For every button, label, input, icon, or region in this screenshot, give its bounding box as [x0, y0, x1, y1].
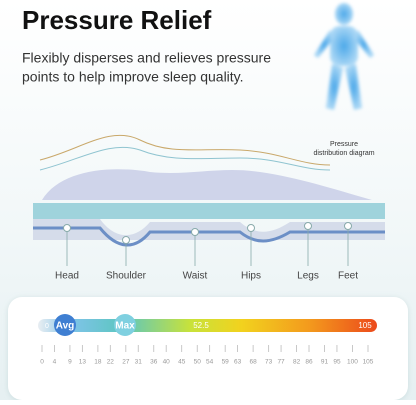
pressure-curve	[39, 146, 331, 171]
tick-label: 63	[234, 359, 242, 366]
tick-label: 4	[53, 359, 57, 366]
scale-panel	[8, 297, 408, 400]
body-part-label: Hips	[241, 271, 261, 282]
tick-label: 82	[293, 359, 301, 366]
tick-label: 68	[250, 359, 258, 366]
tick-label: 22	[107, 359, 115, 366]
tick-label: 91	[321, 359, 329, 366]
body-part-label: Head	[55, 271, 79, 282]
body-part-label: Waist	[183, 271, 208, 282]
point	[344, 222, 352, 230]
tick-label: 36	[150, 359, 158, 366]
tick-label: 18	[94, 359, 102, 366]
tick-label: 95	[333, 359, 341, 366]
caption: Pressure	[330, 141, 358, 148]
point	[247, 224, 255, 232]
tick-label: 105	[363, 359, 374, 366]
tick-label: 27	[122, 359, 130, 366]
max-label: Max	[115, 321, 135, 332]
tick-label: 100	[347, 359, 358, 366]
tick-label: 86	[305, 359, 313, 366]
tick-label: 40	[163, 359, 171, 366]
subtitle: points to help improve sleep quality.	[22, 69, 244, 85]
tick-label: 31	[135, 359, 143, 366]
avg-label: Avg	[56, 321, 75, 332]
tick-label: 73	[265, 359, 273, 366]
tick-label: 77	[277, 359, 285, 366]
point	[63, 224, 71, 232]
sleeper	[42, 169, 372, 200]
subtitle: Flexibly disperses and relieves pressure	[22, 50, 271, 66]
scale-end: 105	[358, 321, 372, 330]
pressure-curve	[39, 134, 331, 166]
body-part-label: Shoulder	[106, 271, 147, 282]
caption: distribution diagram	[313, 150, 374, 157]
body-part-label: Feet	[338, 271, 358, 282]
tick-label: 0	[40, 359, 44, 366]
point	[191, 228, 199, 236]
tick-label: 9	[68, 359, 72, 366]
mattress-layer	[33, 219, 385, 240]
tick-label: 54	[206, 359, 214, 366]
body-figure	[314, 3, 374, 110]
scale-start: 0	[45, 323, 49, 330]
tick-label: 59	[222, 359, 230, 366]
title: Pressure Relief	[22, 5, 212, 35]
tick-label: 45	[178, 359, 186, 366]
point	[122, 236, 130, 244]
scale-mid: 52.5	[193, 321, 209, 330]
tick-label: 13	[79, 359, 87, 366]
mattress-top	[33, 203, 385, 219]
point	[304, 222, 312, 230]
body-part-label: Legs	[297, 271, 319, 282]
avg-marker	[54, 314, 76, 336]
spring-line	[33, 226, 385, 247]
max-marker	[114, 314, 136, 336]
tick-label: 50	[194, 359, 202, 366]
